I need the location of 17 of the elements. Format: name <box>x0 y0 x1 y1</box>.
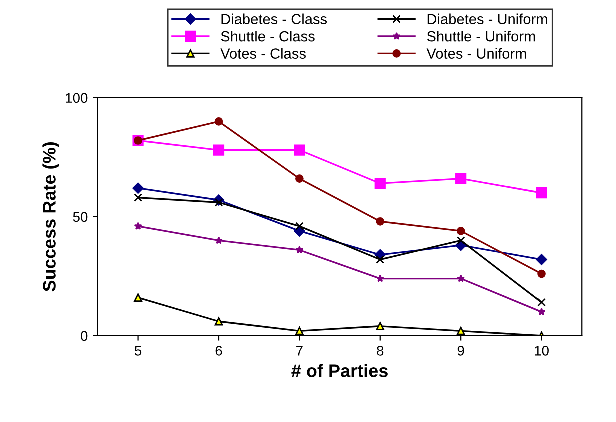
x-tick-label: 7 <box>296 346 303 356</box>
y-axis-title: Success Rate (%) <box>42 142 60 292</box>
x-tick-label: 5 <box>134 346 142 356</box>
legend-label: Votes - Class <box>220 48 306 59</box>
legend-label: Shuttle - Uniform <box>427 31 536 42</box>
legend-label: Shuttle - Class <box>221 31 315 42</box>
x-tick-label: 10 <box>535 346 549 356</box>
x-axis-title: # of Parties <box>292 364 388 378</box>
x-tick-label: 6 <box>216 346 222 356</box>
y-tick-label: 0 <box>81 331 88 342</box>
y-tick-label: 100 <box>66 93 88 104</box>
legend-label: Votes - Uniform <box>426 48 526 59</box>
legend-label: Diabetes - Uniform <box>428 14 548 24</box>
x-tick-label: 9 <box>458 346 464 356</box>
y-tick-label: 50 <box>73 212 88 222</box>
x-tick-label: 8 <box>377 346 384 356</box>
legend-label: Diabetes - Class <box>222 14 328 24</box>
